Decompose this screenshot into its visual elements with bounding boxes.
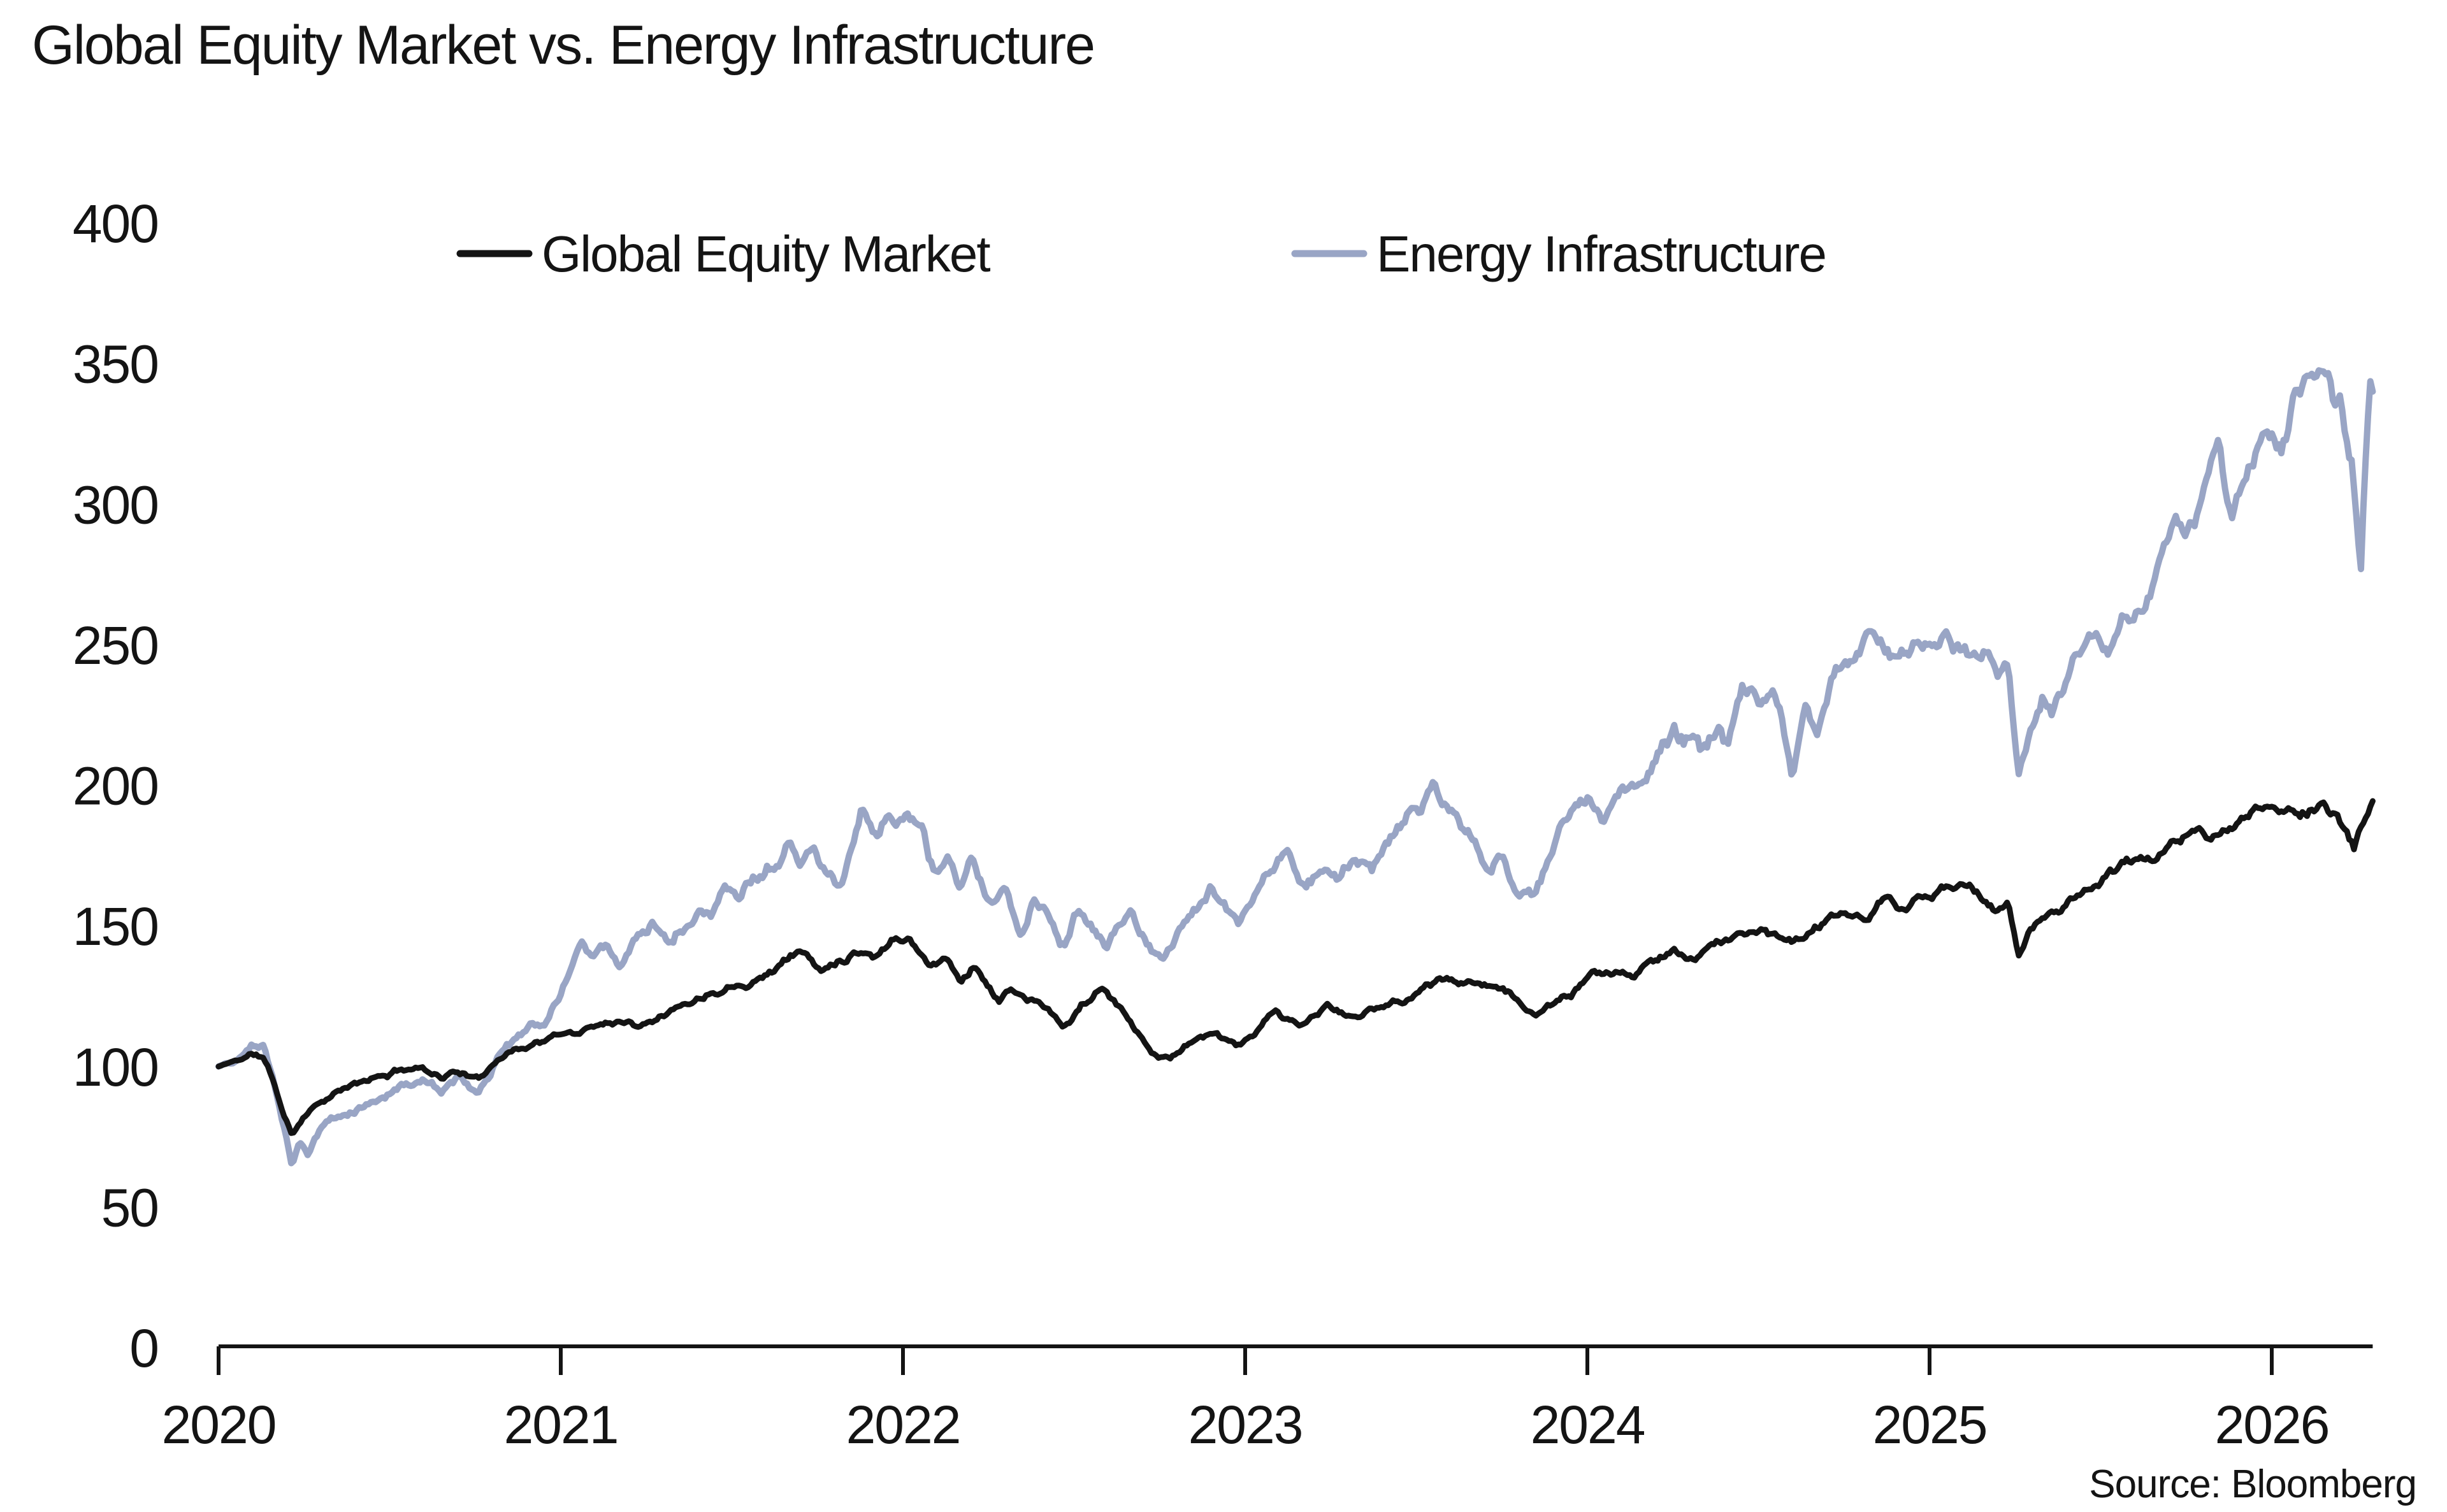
- series-global-equity-market: [215, 798, 2376, 1136]
- x-tick-label: 2023: [1188, 1395, 1303, 1455]
- legend-label-energy-infrastructure: Energy Infrastructure: [1376, 226, 1826, 282]
- legend-label-global-equity-market: Global Equity Market: [542, 226, 990, 282]
- y-tick-label: 300: [73, 475, 158, 535]
- legend: Global Equity Market Energy Infrastructu…: [456, 226, 1827, 282]
- chart-title: Global Equity Market vs. Energy Infrastr…: [32, 15, 1094, 76]
- x-tick-label: 2024: [1531, 1395, 1645, 1455]
- y-tick-label: 250: [73, 616, 158, 675]
- y-tick-label: 200: [73, 756, 158, 816]
- y-tick-label: 350: [73, 335, 158, 394]
- series-energy-infrastructure: [215, 367, 2376, 1167]
- series-group: [215, 367, 2376, 1167]
- y-tick-label: 100: [73, 1037, 158, 1097]
- y-tick-label: 400: [73, 194, 158, 254]
- x-tick-label: 2025: [1873, 1395, 1987, 1455]
- y-axis: 400 350 300 250 200 150 100 50 0: [73, 194, 159, 1378]
- source-label: Source: Bloomberg: [2089, 1462, 2416, 1506]
- y-tick-label: 50: [101, 1177, 158, 1237]
- x-tick-label: 2020: [162, 1395, 276, 1455]
- x-tick-label: 2022: [846, 1395, 960, 1455]
- x-tick-label: 2026: [2215, 1395, 2329, 1455]
- x-axis: 2020 2021 2022 2023 2024 2025 2026: [162, 1344, 2373, 1455]
- y-tick-label: 150: [73, 896, 158, 956]
- x-tick-label: 2021: [504, 1395, 618, 1455]
- y-tick-label: 0: [129, 1318, 158, 1378]
